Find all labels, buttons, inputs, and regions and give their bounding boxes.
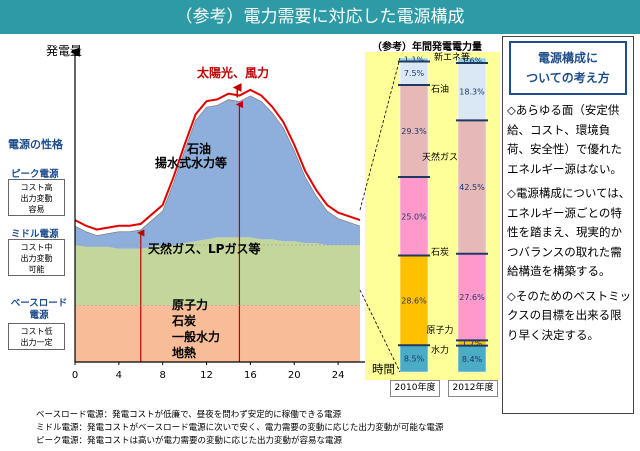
base-area-label-1: 原子力: [172, 298, 209, 312]
x-tick-label: 12: [200, 370, 213, 381]
bar-series-label: 石油: [431, 83, 449, 95]
base-area-label-3: 一般水力: [172, 330, 221, 344]
middle-category-name: ミドル電源: [11, 229, 59, 240]
peak-area-label-2: 揚水式水力等: [155, 156, 228, 170]
bar-value-label: 27.6%: [459, 293, 485, 302]
area-layer: [74, 83, 361, 362]
side-bullet-1: ◇あらゆる面（安定供給、コスト、環境負荷、安全性）で優れたエネルギー源はない。: [507, 103, 622, 176]
bar-series-label: 新エネ等: [434, 51, 470, 63]
bar-value-label: 28.6%: [401, 296, 427, 305]
side-panel-body: ◇あらゆる面（安定供給、コスト、環境負荷、安全性）で優れたエネルギー源はない。 …: [507, 101, 633, 350]
note-peak: ピーク電源：発電コストは高いが電力需要の変動に応じた出力変動が容易な電源: [36, 436, 343, 446]
bar-category-2010: 2010年度: [390, 380, 440, 397]
x-tick-label: 24: [332, 370, 345, 381]
base-category-desc: コスト低 出力一定: [8, 323, 65, 350]
middle-area: [75, 237, 360, 306]
bar-value-label: 29.3%: [401, 127, 427, 136]
peak-area: [75, 95, 360, 249]
peak-category-desc: コスト高 出力変動 容易: [8, 179, 65, 216]
peak-area-label-1: 石油: [187, 142, 212, 156]
bar-segment-2010年度-3: [399, 84, 429, 178]
base-area-label-2: 石炭: [172, 314, 197, 328]
solar-wind-line: [74, 88, 361, 231]
bar-value-label: 18.3%: [459, 88, 485, 97]
x-tick-label: 16: [244, 370, 257, 381]
side-panel: 電源構成に ついての考え方 ◇あらゆる面（安定供給、コスト、環境負荷、安全性）で…: [502, 36, 634, 414]
bar-series-label: 石炭: [431, 247, 449, 258]
bar-segment-2010年度-1: [399, 255, 429, 346]
base-area-label-4: 地熱: [172, 346, 197, 360]
note-middle: ミドル電源：発電コストがベースロード電源に次いで安く、電力需要の変動に応じた出力…: [36, 423, 444, 433]
bar-segment-2012年度-4: [457, 62, 487, 121]
bar-value-label: 8.5%: [404, 355, 425, 364]
x-tick-label: 20: [288, 370, 301, 381]
middle-category-desc: コスト中 出力変動 可能: [8, 239, 65, 276]
bar-series-label: 原子力: [426, 324, 453, 336]
side-bullet-2: ◇電源構成については、エネルギー源ごとの特性を踏まえ、現実的かつバランスの取れた…: [507, 186, 631, 278]
bar-value-label: 1.1%: [404, 56, 425, 65]
x-tick-label: 4: [116, 370, 122, 381]
bar-segment-2012年度-2: [457, 253, 487, 341]
peak-category-name: ピーク電源: [11, 169, 59, 180]
x-tick-label: 0: [72, 370, 78, 381]
y-axis-label: 発電量: [46, 44, 83, 58]
annual-generation-title: （参考）年間発電電力量: [372, 42, 482, 53]
connector-line-0: [359, 57, 401, 211]
side-bullet-3: ◇そのためのベストミックスの目標を出来る限り早く決定する。: [507, 288, 632, 342]
bar-segment-2010年度-0: [399, 345, 429, 373]
bar-value-label: 8.4%: [462, 355, 483, 364]
middle-area-label: 天然ガス、LPガス等: [148, 242, 261, 256]
bar-value-label: 1.6%: [462, 57, 483, 66]
bar-segment-2012年度-0: [457, 345, 487, 373]
bar-category-2012: 2012年度: [448, 380, 498, 397]
page-title: （参考）電力需要に対応した電源構成: [0, 0, 640, 34]
bar-series-label: 天然ガス: [422, 151, 458, 163]
solar-wind-label: 太陽光、風力: [197, 66, 270, 80]
axes-layer: 0 4 8 12 16 20 24: [70, 47, 375, 381]
x-tick-label: 8: [160, 370, 166, 381]
bar-layer: 8.5% 28.6% 25.0% 29.3% 7.5% 1.1% 8.4% 1.7% 27.6%…: [359, 51, 500, 380]
side-panel-heading: 電源構成に ついての考え方: [509, 41, 627, 95]
connector-line-1: [359, 289, 401, 373]
bar-series-label: 水力: [431, 344, 449, 356]
bar-value-label: 1.7%: [462, 339, 483, 348]
bar-value-label: 7.5%: [404, 69, 425, 78]
bar-segment-2012年度-3: [457, 120, 487, 254]
bar-segment-2010年度-2: [399, 176, 429, 256]
base-category-name: ベースロード電源: [10, 298, 68, 321]
bar-value-label: 42.5%: [459, 183, 485, 192]
note-base: ベースロード電源：発電コストが低廉で、昼夜を問わず安定的に稼働できる電源: [36, 410, 342, 420]
x-axis-label: 時間: [372, 362, 395, 376]
bar-value-label: 25.0%: [401, 212, 427, 221]
demand-outline: [74, 95, 361, 236]
base-load-area: [75, 305, 360, 362]
category-heading: 電源の性格: [8, 138, 63, 151]
